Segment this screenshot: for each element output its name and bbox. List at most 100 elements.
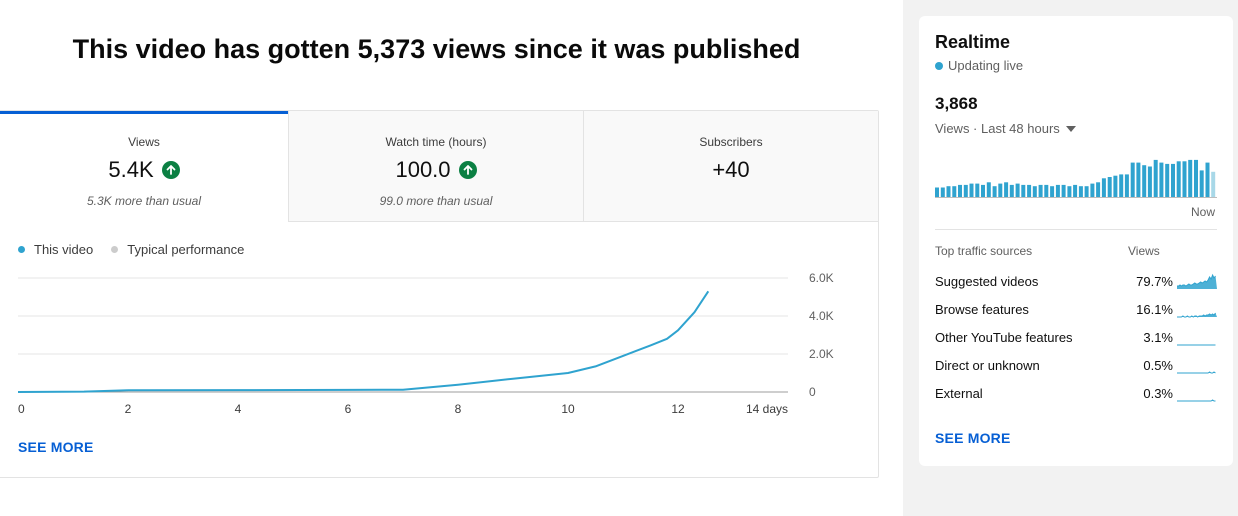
realtime-bar xyxy=(958,184,962,198)
realtime-bar xyxy=(1090,183,1095,198)
legend-typical-performance[interactable]: Typical performance xyxy=(111,242,244,257)
realtime-bar xyxy=(1165,163,1170,198)
source-name: Browse features xyxy=(935,302,1029,317)
range-dropdown[interactable]: Views · Last 48 hours xyxy=(935,121,1076,136)
x-tick-label: 0 xyxy=(18,402,25,416)
realtime-bar xyxy=(1199,170,1204,198)
tab-value: +40 xyxy=(712,157,750,182)
source-percent: 0.3% xyxy=(1143,386,1173,401)
tab-divider xyxy=(288,111,289,222)
realtime-bar xyxy=(952,186,957,198)
divider xyxy=(935,229,1217,230)
now-label: Now xyxy=(1190,205,1215,219)
traffic-source-row[interactable]: Direct or unknown 0.5% xyxy=(935,356,1217,376)
realtime-bar xyxy=(998,183,1003,198)
realtime-bar xyxy=(1096,182,1101,198)
realtime-bar-chart[interactable] xyxy=(935,156,1217,198)
realtime-bar xyxy=(1136,162,1141,198)
x-tick-label: 6 xyxy=(345,402,352,416)
sparkline-line xyxy=(1177,371,1216,374)
tab-views[interactable]: Views 5.4K 5.3K more than usual xyxy=(0,111,288,222)
source-name: Other YouTube features xyxy=(935,330,1073,345)
tab-watch-time[interactable]: Watch time (hours) 100.0 99.0 more than … xyxy=(289,111,583,222)
sparkline-line xyxy=(1177,399,1216,402)
metric-tabs: Views 5.4K 5.3K more than usual Watch ti… xyxy=(0,111,878,222)
traffic-source-row[interactable]: External 0.3% xyxy=(935,384,1217,404)
realtime-bar xyxy=(1159,162,1164,198)
x-tick-label: 2 xyxy=(125,402,132,416)
realtime-bar xyxy=(1027,184,1032,198)
source-name: Direct or unknown xyxy=(935,358,1040,373)
source-name: Suggested videos xyxy=(935,274,1039,289)
realtime-count: 3,868 xyxy=(935,94,978,113)
realtime-bar xyxy=(1015,183,1020,198)
y-tick-label: 0 xyxy=(809,385,816,399)
source-sparkline xyxy=(1177,273,1217,289)
traffic-source-row[interactable]: Browse features 16.1% xyxy=(935,300,1217,320)
tab-label: Watch time (hours) xyxy=(385,135,487,149)
realtime-bar xyxy=(1182,161,1187,198)
tab-value: 100.0 xyxy=(395,157,451,182)
legend-this-video[interactable]: This video xyxy=(18,242,93,257)
source-percent: 3.1% xyxy=(1143,330,1173,345)
realtime-bar xyxy=(969,183,974,198)
realtime-bar xyxy=(975,183,980,198)
sparkline-area xyxy=(1177,275,1217,289)
realtime-bar xyxy=(1124,174,1129,198)
realtime-bar xyxy=(1188,159,1193,198)
realtime-bar xyxy=(1119,174,1124,198)
arrow-up-icon xyxy=(161,161,180,179)
views-line-chart[interactable]: 6.0K 4.0K 2.0K 0 0 2 4 6 8 10 12 14 days xyxy=(0,269,878,419)
source-sparkline xyxy=(1177,344,1216,346)
realtime-bar xyxy=(1009,184,1014,198)
realtime-bar xyxy=(946,186,951,198)
realtime-bar xyxy=(1021,184,1026,198)
source-name: External xyxy=(935,386,983,401)
realtime-bar xyxy=(1067,186,1072,198)
realtime-bar xyxy=(1171,163,1175,198)
realtime-bar xyxy=(935,187,939,198)
source-sparkline xyxy=(1177,399,1217,402)
y-tick-label: 2.0K xyxy=(809,347,834,361)
sparkline-line xyxy=(1177,273,1216,287)
see-more-link[interactable]: SEE MORE xyxy=(18,439,94,455)
range-label: Views · Last 48 hours xyxy=(935,121,1060,136)
realtime-bar xyxy=(1153,159,1158,198)
tab-comparison: 99.0 more than usual xyxy=(379,194,493,208)
traffic-source-row[interactable]: Suggested videos 79.7% xyxy=(935,272,1217,292)
views-header: Views xyxy=(1128,244,1160,258)
legend-label: Typical performance xyxy=(127,242,245,257)
realtime-bar xyxy=(1044,184,1049,198)
realtime-bar xyxy=(1032,186,1037,198)
tab-comparison: 5.3K more than usual xyxy=(86,194,202,208)
legend-label: This video xyxy=(34,242,94,257)
realtime-bar xyxy=(1205,162,1210,198)
series-line-this-video xyxy=(17,290,710,393)
realtime-bar xyxy=(981,184,985,198)
x-tick-label: 14 days xyxy=(746,402,788,416)
traffic-source-row[interactable]: Other YouTube features 3.1% xyxy=(935,328,1217,348)
realtime-bar xyxy=(986,182,991,198)
realtime-bar xyxy=(1130,162,1135,198)
source-percent: 79.7% xyxy=(1136,274,1173,289)
source-sparkline xyxy=(1177,371,1217,374)
source-percent: 0.5% xyxy=(1143,358,1173,373)
realtime-bar xyxy=(1084,186,1089,198)
realtime-bar xyxy=(1004,182,1009,198)
realtime-bar xyxy=(992,186,997,198)
tab-subscribers[interactable]: Subscribers +40 xyxy=(584,111,878,222)
tab-label: Subscribers xyxy=(699,135,763,149)
tab-divider xyxy=(583,111,584,222)
realtime-bar xyxy=(1073,184,1078,198)
realtime-see-more-link[interactable]: SEE MORE xyxy=(935,430,1011,446)
realtime-bar xyxy=(1142,165,1147,198)
tab-label: Views xyxy=(128,135,160,149)
realtime-bar xyxy=(1107,177,1112,198)
typical-dot-icon xyxy=(111,246,119,253)
tab-value: 5.4K xyxy=(108,157,154,182)
sparkline-line xyxy=(1177,312,1216,318)
realtime-bar xyxy=(1038,184,1043,198)
overview-card: Views 5.4K 5.3K more than usual Watch ti… xyxy=(0,110,879,478)
y-tick-label: 4.0K xyxy=(809,309,834,323)
realtime-card: Realtime Updating live 3,868 Views · Las… xyxy=(919,16,1233,466)
